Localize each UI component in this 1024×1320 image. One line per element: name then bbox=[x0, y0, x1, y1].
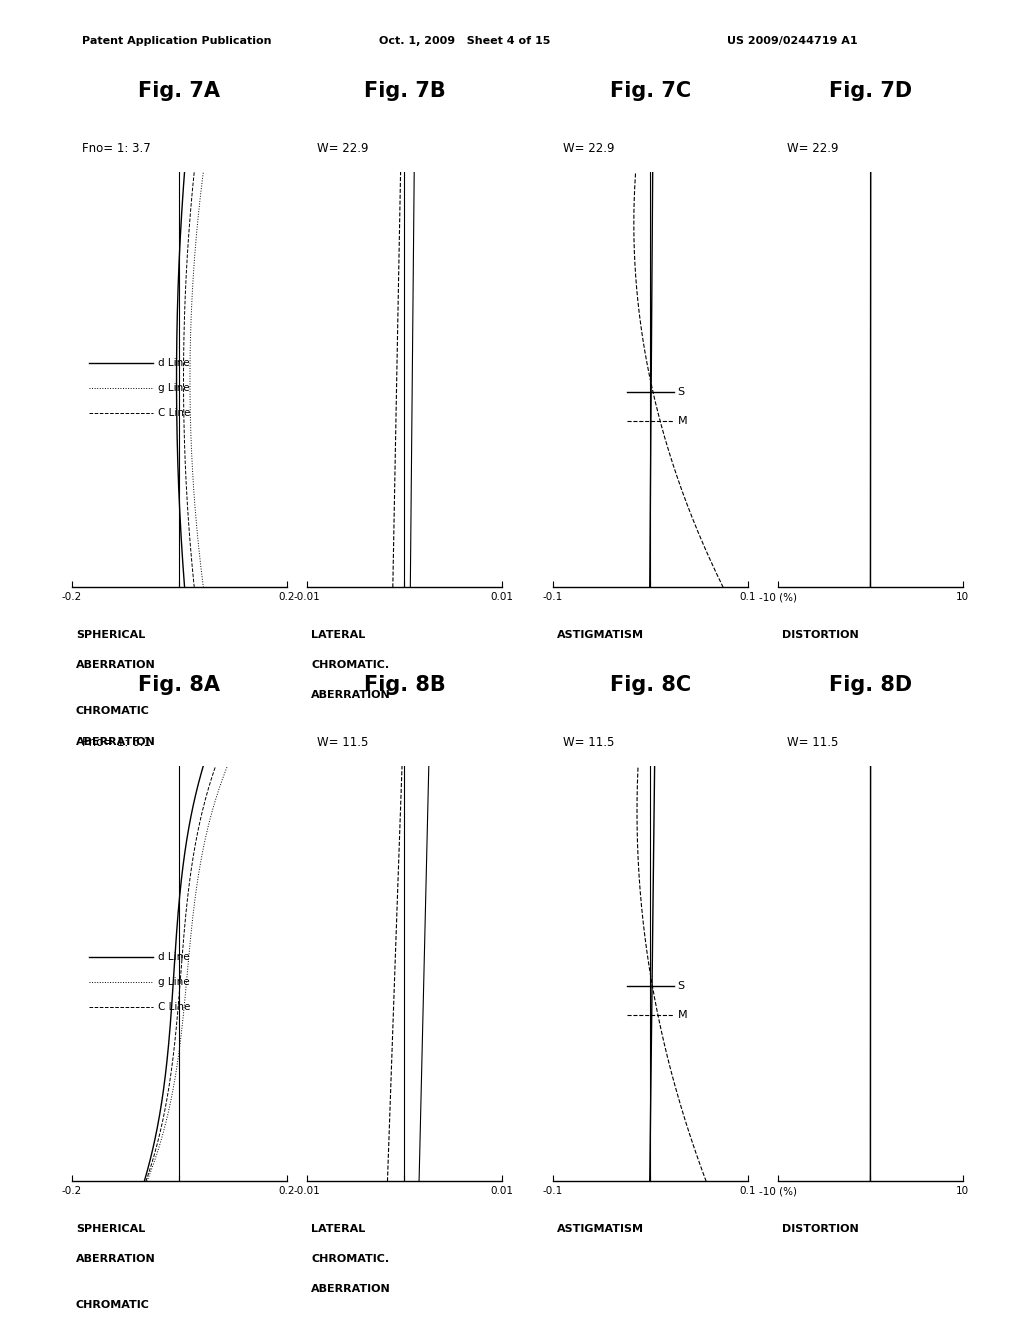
Text: ASTIGMATISM: ASTIGMATISM bbox=[557, 630, 644, 640]
Text: d Line: d Line bbox=[158, 952, 189, 962]
Text: Fig. 8C: Fig. 8C bbox=[609, 675, 691, 694]
Text: CHROMATIC.: CHROMATIC. bbox=[311, 660, 389, 671]
Text: Fig. 7C: Fig. 7C bbox=[609, 81, 691, 100]
Text: Fno= 1: 3.7: Fno= 1: 3.7 bbox=[83, 143, 152, 154]
Text: Fig. 8D: Fig. 8D bbox=[828, 675, 912, 694]
Text: CHROMATIC: CHROMATIC bbox=[76, 706, 150, 717]
Text: ABERRATION: ABERRATION bbox=[311, 690, 391, 701]
Text: C Line: C Line bbox=[158, 408, 190, 417]
Text: g Line: g Line bbox=[158, 383, 189, 393]
Text: W= 11.5: W= 11.5 bbox=[317, 737, 369, 748]
Text: LATERAL: LATERAL bbox=[311, 1224, 366, 1234]
Text: ABERRATION: ABERRATION bbox=[76, 737, 156, 747]
Text: Fno= 1: 6.1: Fno= 1: 6.1 bbox=[83, 737, 152, 748]
Text: CHROMATIC.: CHROMATIC. bbox=[311, 1254, 389, 1265]
Text: g Line: g Line bbox=[158, 977, 189, 987]
Text: S: S bbox=[678, 387, 685, 397]
Text: M: M bbox=[678, 1010, 687, 1020]
Text: CHROMATIC: CHROMATIC bbox=[76, 1300, 150, 1311]
Text: W= 11.5: W= 11.5 bbox=[563, 737, 614, 748]
Text: ABERRATION: ABERRATION bbox=[76, 1254, 156, 1265]
Text: Fig. 7A: Fig. 7A bbox=[138, 81, 220, 100]
Text: Oct. 1, 2009   Sheet 4 of 15: Oct. 1, 2009 Sheet 4 of 15 bbox=[379, 36, 550, 46]
Text: ASTIGMATISM: ASTIGMATISM bbox=[557, 1224, 644, 1234]
Text: Patent Application Publication: Patent Application Publication bbox=[82, 36, 271, 46]
Text: Fig. 8A: Fig. 8A bbox=[138, 675, 220, 694]
Text: Fig. 8B: Fig. 8B bbox=[364, 675, 445, 694]
Text: DISTORTION: DISTORTION bbox=[782, 1224, 859, 1234]
Text: Fig. 7D: Fig. 7D bbox=[828, 81, 912, 100]
Text: W= 22.9: W= 22.9 bbox=[563, 143, 614, 154]
Text: W= 22.9: W= 22.9 bbox=[317, 143, 369, 154]
Text: S: S bbox=[678, 981, 685, 991]
Text: ABERRATION: ABERRATION bbox=[76, 660, 156, 671]
Text: C Line: C Line bbox=[158, 1002, 190, 1011]
Text: M: M bbox=[678, 416, 687, 426]
Text: US 2009/0244719 A1: US 2009/0244719 A1 bbox=[727, 36, 858, 46]
Text: DISTORTION: DISTORTION bbox=[782, 630, 859, 640]
Text: ABERRATION: ABERRATION bbox=[311, 1284, 391, 1295]
Text: Fig. 7B: Fig. 7B bbox=[364, 81, 445, 100]
Text: d Line: d Line bbox=[158, 358, 189, 368]
Text: SPHERICAL: SPHERICAL bbox=[76, 630, 145, 640]
Text: W= 22.9: W= 22.9 bbox=[787, 143, 839, 154]
Text: W= 11.5: W= 11.5 bbox=[787, 737, 839, 748]
Text: SPHERICAL: SPHERICAL bbox=[76, 1224, 145, 1234]
Text: LATERAL: LATERAL bbox=[311, 630, 366, 640]
